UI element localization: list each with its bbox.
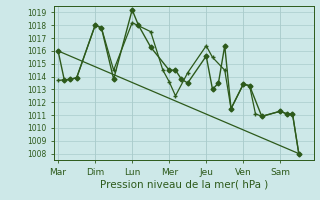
X-axis label: Pression niveau de la mer( hPa ): Pression niveau de la mer( hPa )	[100, 179, 268, 189]
